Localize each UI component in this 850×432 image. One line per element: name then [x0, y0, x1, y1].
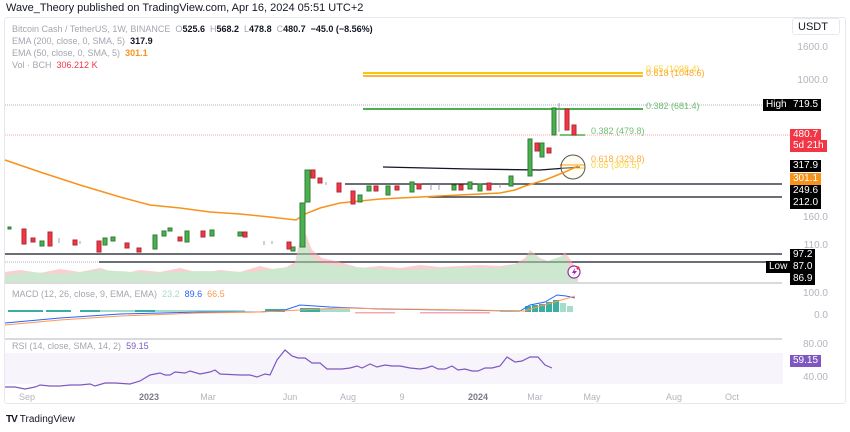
- time-tick: Mar: [527, 392, 543, 402]
- ema50-value: 301.1: [125, 48, 148, 58]
- ema200-value: 317.9: [130, 36, 153, 46]
- highlight-circle: [560, 154, 586, 180]
- axis-tick-160: 160.0: [802, 212, 828, 223]
- rsi-axis-tick-80: 80.00: [802, 339, 828, 350]
- level-97-tag: 97.2: [790, 249, 816, 261]
- time-tick: Sep: [18, 392, 36, 402]
- symbol-legend: Bitcoin Cash / TetherUS, 1W, BINANCE O52…: [12, 24, 373, 34]
- ema50-tag: 301.1: [790, 173, 822, 185]
- countdown-tag: 5d 21h: [790, 140, 827, 152]
- candlesticks: [7, 103, 577, 253]
- volume-value: 306.212 K: [56, 60, 98, 70]
- high-value-tag: 719.5: [790, 99, 822, 111]
- horizontal-levels: [5, 166, 782, 263]
- symbol-title[interactable]: Bitcoin Cash / TetherUS, 1W, BINANCE: [12, 24, 171, 34]
- level-212-tag: 212.0: [790, 197, 822, 209]
- fib-label-0382-mid: 0.382 (479.8): [591, 126, 645, 136]
- low-value-tag: 87.0: [790, 261, 816, 273]
- change-value: −45.0 (−8.56%): [310, 24, 373, 34]
- macd-legend[interactable]: MACD (12, 26, close, 9, EMA, EMA) 23.2 8…: [12, 289, 225, 299]
- time-tick-year: 2023: [138, 392, 160, 402]
- brand-name: TradingView: [19, 414, 75, 425]
- low-label-tag: Low: [766, 261, 791, 273]
- level-249-tag: 249.6: [790, 185, 822, 197]
- high-value: 568.2: [216, 24, 240, 34]
- macd-pane: [4, 294, 576, 326]
- macd-axis-tick-100: 100.0: [802, 288, 828, 299]
- rsi-value: 59.15: [126, 341, 149, 351]
- close-value: 480.7: [283, 24, 306, 34]
- rsi-legend[interactable]: RSI (14, close, SMA, 14, 2) 59.15: [12, 341, 149, 351]
- time-tick: Mar: [200, 392, 216, 402]
- volume-legend[interactable]: Vol · BCH 306.212 K: [12, 60, 98, 70]
- macd-value: 89.6: [184, 289, 203, 299]
- axis-tick-1000: 1000.0: [797, 75, 828, 86]
- open-value: 525.6: [182, 24, 205, 34]
- time-tick: Aug: [665, 392, 683, 402]
- time-tick: May: [583, 392, 601, 402]
- time-tick: 9: [399, 392, 405, 402]
- fibonacci-levels: [363, 72, 643, 169]
- ema200-tag: 317.9: [790, 160, 822, 172]
- time-tick: Jun: [282, 392, 298, 402]
- macd-hist-value: 23.2: [162, 289, 180, 299]
- chart-frame: [4, 17, 846, 404]
- fib-label-065-top: 0.65 (1098.4): [646, 64, 700, 74]
- volume-area: [5, 232, 578, 282]
- currency-selector[interactable]: USDT: [792, 18, 840, 35]
- rsi-value-tag: 59.15: [790, 355, 822, 367]
- low-value: 478.8: [249, 24, 272, 34]
- tradingview-brand[interactable]: TV TradingView: [6, 414, 75, 425]
- axis-tick-1600: 1600.0: [797, 42, 828, 53]
- high-label-tag: High: [763, 99, 790, 111]
- time-tick: Aug: [339, 392, 357, 402]
- tradingview-logo-icon: TV: [6, 414, 18, 425]
- time-tick-year: 2024: [467, 392, 489, 402]
- macd-line: [4, 294, 576, 324]
- macd-signal-value: 66.5: [207, 289, 225, 299]
- macd-axis-tick-0: 0.0: [814, 310, 828, 321]
- last-price-tag: 480.7: [790, 129, 822, 141]
- ema50-legend[interactable]: EMA (50, close, 0, SMA, 5) 301.1: [12, 48, 148, 58]
- rsi-line: [5, 349, 553, 390]
- fib-label-0618-top: 0.618 (1048.6): [646, 68, 705, 78]
- fib-label-065-low: 0.65 (309.5): [591, 160, 640, 170]
- time-tick: Oct: [724, 392, 740, 402]
- fib-label-0618-low: 0.618 (329.8): [591, 154, 645, 164]
- fib-label-0382-top: 0.382 (681.4): [646, 101, 700, 111]
- level-86-tag: 86.9: [790, 273, 816, 285]
- rsi-band: [5, 353, 783, 384]
- published-line: Wave_Theory published on TradingView.com…: [6, 2, 364, 14]
- axis-tick-110: 110.0: [803, 240, 828, 251]
- ema50-line: [4, 159, 579, 221]
- ema200-legend[interactable]: EMA (200, close, 0, SMA, 5) 317.9: [12, 36, 153, 46]
- signal-line: [4, 295, 576, 326]
- rsi-axis-tick-40: 40.00: [802, 372, 828, 383]
